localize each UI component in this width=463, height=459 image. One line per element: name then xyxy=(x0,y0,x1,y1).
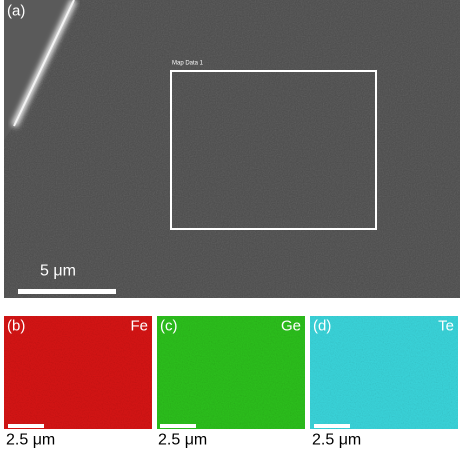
map-te xyxy=(310,316,458,429)
element-label: Ge xyxy=(281,317,301,334)
sem-image xyxy=(4,0,460,298)
scale-bar xyxy=(8,424,44,428)
scale-bar xyxy=(18,289,116,294)
panel-label: (b) xyxy=(7,317,25,334)
map-fe xyxy=(4,316,152,429)
scale-bar xyxy=(160,424,196,428)
element-label: Fe xyxy=(130,317,148,334)
panel-label: (c) xyxy=(160,317,178,334)
panel-label: (d) xyxy=(313,317,331,334)
scale-bar-label: 2.5 μm xyxy=(312,431,361,448)
map-region-box xyxy=(170,70,377,230)
element-label: Te xyxy=(438,317,454,334)
panel-label: (a) xyxy=(7,2,25,19)
box-label: Map Data 1 xyxy=(172,61,204,67)
scale-bar-label: 5 μm xyxy=(40,262,76,279)
scale-bar-label: 2.5 μm xyxy=(6,431,55,448)
scale-bar-label: 2.5 μm xyxy=(158,431,207,448)
map-ge xyxy=(157,316,305,429)
scale-bar xyxy=(314,424,350,428)
